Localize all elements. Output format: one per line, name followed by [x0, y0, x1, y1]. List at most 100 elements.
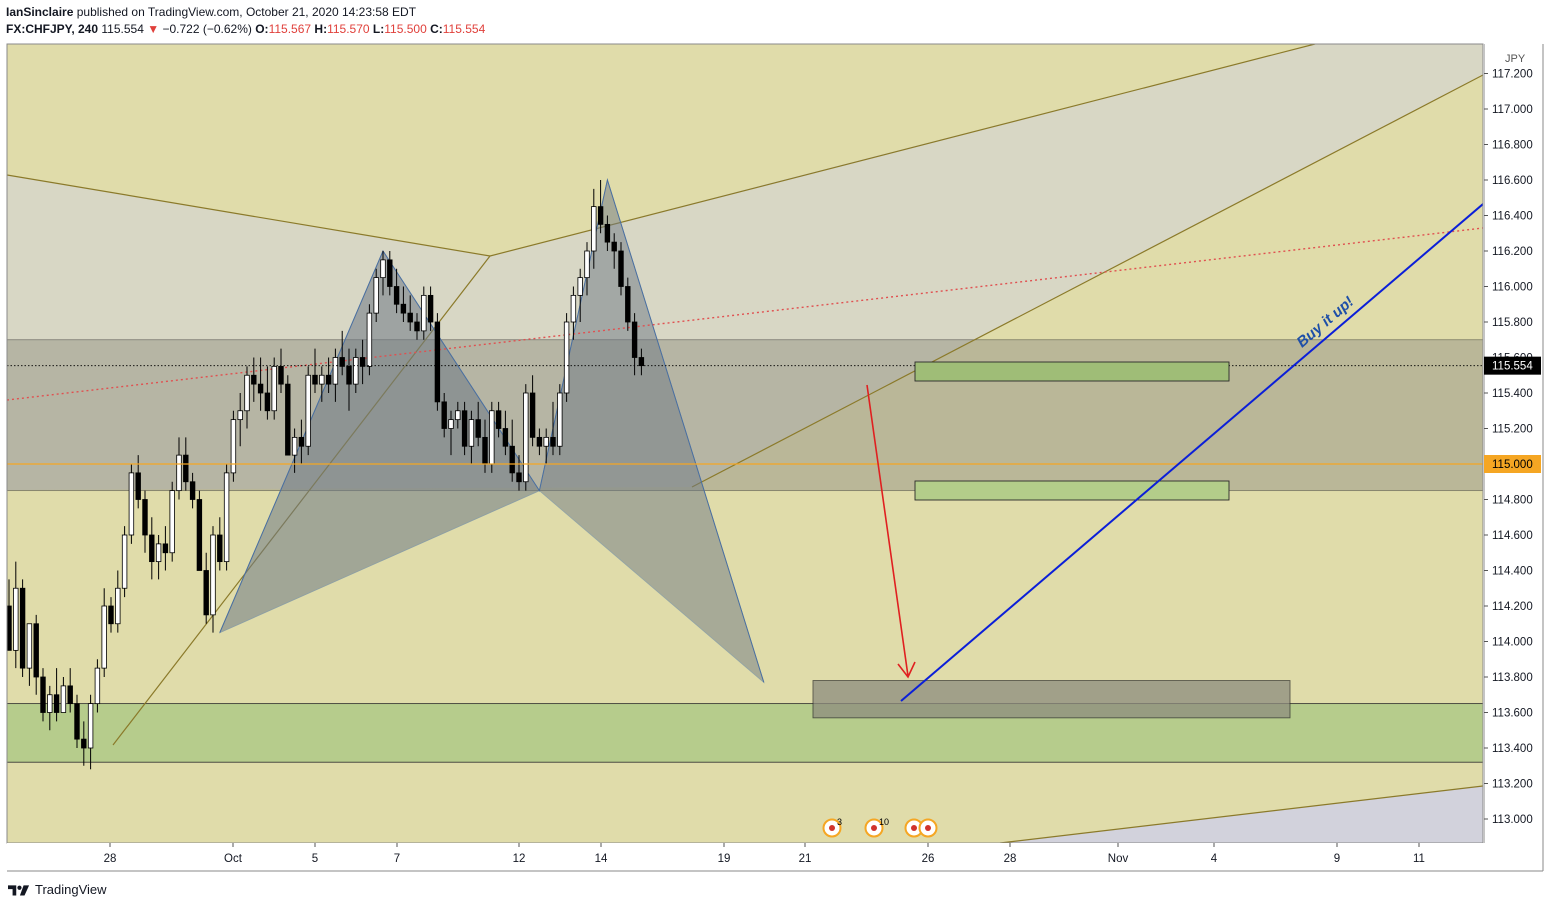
candle-body — [468, 419, 475, 447]
candle-body — [591, 206, 597, 252]
candle-body — [285, 383, 291, 456]
candle-body — [536, 436, 543, 447]
candle-body — [203, 570, 209, 616]
candle-body — [251, 374, 257, 385]
event-marker-icon: 10 — [864, 817, 889, 838]
candle — [298, 419, 305, 464]
candle — [26, 623, 33, 686]
candle-body — [366, 312, 373, 367]
y-tick-label: 114.800 — [1492, 495, 1533, 507]
y-tick-label: 113.200 — [1492, 779, 1533, 791]
candle-body — [40, 676, 46, 713]
candle-body — [387, 259, 393, 287]
candle-body — [353, 357, 359, 385]
candle — [244, 366, 250, 429]
candle — [516, 455, 522, 491]
x-tick-label: 14 — [595, 853, 608, 865]
y-tick-label: 115.400 — [1492, 388, 1533, 400]
candle — [407, 295, 413, 331]
candle-body — [625, 286, 631, 323]
open-value: 115.567 — [268, 22, 312, 36]
candle — [400, 286, 407, 322]
candle-body — [81, 738, 87, 749]
author-name[interactable]: IanSinclaire — [6, 5, 74, 19]
candle — [427, 286, 434, 331]
candle — [509, 419, 515, 482]
x-tick-label: 12 — [513, 853, 526, 865]
candle-body — [278, 365, 284, 385]
candle — [570, 286, 577, 340]
x-tick-label: Oct — [224, 853, 243, 865]
x-tick-label: 9 — [1334, 853, 1340, 865]
red-arrow-shaft — [866, 384, 909, 677]
candle-body — [101, 605, 107, 669]
candle — [33, 614, 39, 695]
candle-body — [495, 410, 502, 429]
currency-label: JPY — [1505, 53, 1526, 65]
symbol-label[interactable]: FX:CHFJPY, 240 — [6, 22, 99, 36]
candle-body — [529, 392, 536, 438]
candle — [40, 668, 46, 722]
candle-body — [577, 277, 583, 296]
candle-body — [339, 357, 345, 367]
candle-body — [346, 365, 352, 385]
candle — [618, 242, 624, 296]
candle — [285, 375, 291, 456]
candle-body — [257, 383, 264, 394]
candle-body — [108, 605, 114, 625]
candle — [291, 428, 298, 473]
candle-body — [230, 419, 237, 474]
price-axis[interactable]: JPY 113.000 113.200 113.400 113.600 113.800 11… — [1483, 44, 1543, 843]
x-tick-label: 5 — [312, 853, 318, 865]
candle — [502, 410, 509, 456]
candle — [251, 357, 257, 402]
candle — [149, 517, 155, 580]
footer-brand[interactable]: TradingView — [35, 882, 107, 897]
y-tick-label: 116.400 — [1492, 211, 1533, 223]
candle — [448, 410, 454, 456]
drawings-layer — [7, 44, 1483, 843]
candle-body — [298, 436, 305, 447]
candle-body — [67, 685, 73, 705]
candle — [128, 464, 135, 544]
candle-body — [223, 472, 230, 563]
candle-body — [448, 419, 454, 429]
candle — [271, 357, 277, 420]
y-tick-label: 114.200 — [1492, 601, 1533, 613]
candle-body — [475, 419, 481, 438]
candle-body — [94, 667, 101, 705]
time-axis[interactable]: 28 Oct 5 7 12 14 19 21 26 28 Nov 4 9 11 — [7, 44, 1544, 872]
candle — [101, 588, 107, 677]
candle — [414, 313, 420, 340]
candle — [339, 330, 345, 376]
candle — [468, 410, 475, 464]
candle — [169, 481, 175, 562]
candle — [387, 251, 393, 296]
candle-body — [441, 401, 447, 429]
y-tick-label: 113.800 — [1492, 672, 1533, 684]
candle — [597, 180, 604, 234]
y-tick-label: 113.400 — [1492, 743, 1533, 755]
candle-body — [523, 392, 529, 483]
candle-body — [196, 499, 203, 571]
candle-body — [597, 206, 604, 225]
y-tick-label: 116.600 — [1492, 175, 1533, 187]
candle — [305, 366, 311, 456]
candle — [421, 286, 427, 340]
candle-body — [291, 436, 298, 456]
candle — [489, 401, 495, 473]
event-marker-dot — [829, 825, 835, 831]
candle — [325, 357, 332, 393]
event-marker-icon: 3 — [822, 817, 842, 838]
event-marker-dot — [925, 825, 931, 831]
candle-body — [305, 374, 311, 447]
candle-body — [427, 294, 434, 323]
candle — [67, 668, 73, 713]
x-tick-label: 21 — [799, 853, 812, 865]
candle-body — [509, 445, 515, 474]
candle-body — [584, 250, 590, 279]
high-value: 115.570 — [327, 22, 370, 36]
candle-body — [489, 410, 495, 465]
